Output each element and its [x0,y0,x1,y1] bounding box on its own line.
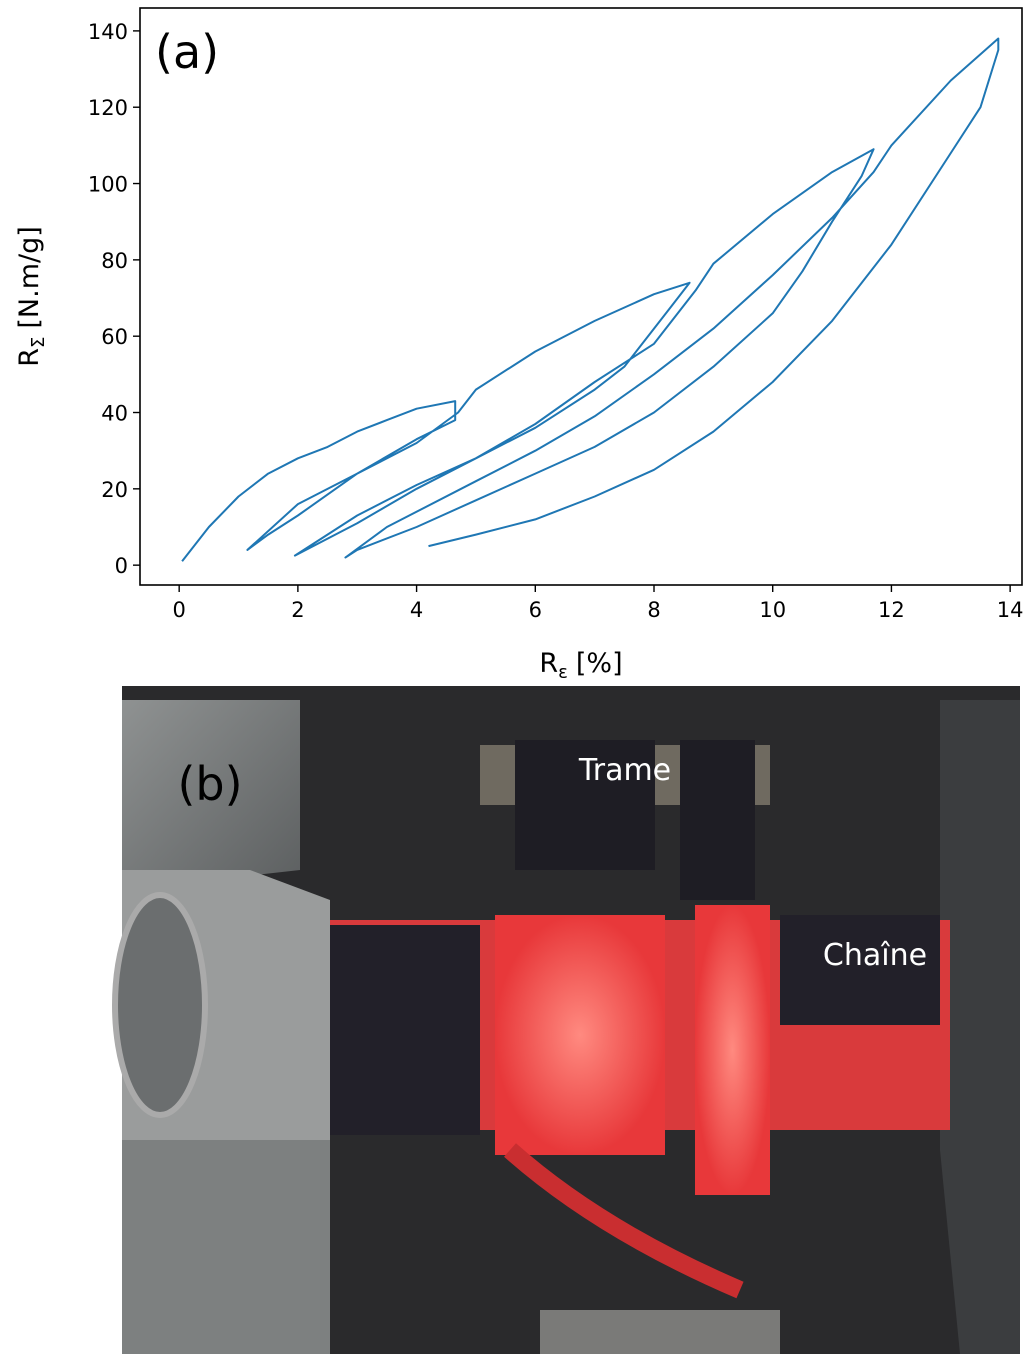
fabric [495,915,665,1155]
x-tick-label: 6 [529,598,542,622]
clamp [940,700,1020,1354]
y-tick-label: 40 [101,402,128,426]
photo-annotation: Trame [578,753,671,788]
photo: (b) Trame Chaîne [112,686,1020,1354]
axis-label: Rε [%] [539,648,622,683]
yarns [680,740,755,900]
panel-label: (a) [155,25,219,79]
x-tick-label: 12 [878,598,905,622]
fabric-edge [504,1143,744,1299]
y-tick-label: 120 [88,96,128,120]
panel-label: (b) [177,757,242,811]
yarns [780,915,940,1025]
plot-frame [139,7,1023,586]
label-subscript: ε [558,662,568,683]
grip [540,1310,780,1354]
y-tick-label: 60 [101,325,128,349]
y-tick-label: 80 [101,249,128,273]
x-tick-label: 8 [647,598,660,622]
y-tick-label: 0 [115,554,128,578]
x-tick-label: 4 [410,598,423,622]
y-tick-label: 20 [101,478,128,502]
clamp [122,700,300,890]
label-subscript: Σ [28,337,49,348]
x-tick-label: 10 [759,598,786,622]
yarns [515,740,655,870]
data-line [181,37,1000,562]
yarns [330,925,480,1135]
axis-label: RΣ [N.m/g] [14,226,49,367]
label-symbol: R [539,648,558,679]
x-tick-label: 14 [997,598,1024,622]
fabric [695,905,770,1195]
photo-annotation: Chaîne [823,938,927,973]
x-tick-label: 2 [291,598,304,622]
label-unit: [N.m/g] [14,226,45,328]
label-symbol: R [14,348,45,367]
bearing [112,892,208,1118]
label-unit: [%] [576,648,623,679]
y-tick-label: 100 [88,173,128,197]
clamp [122,1140,330,1354]
y-tick-label: 140 [88,20,128,44]
x-tick-label: 0 [172,598,185,622]
